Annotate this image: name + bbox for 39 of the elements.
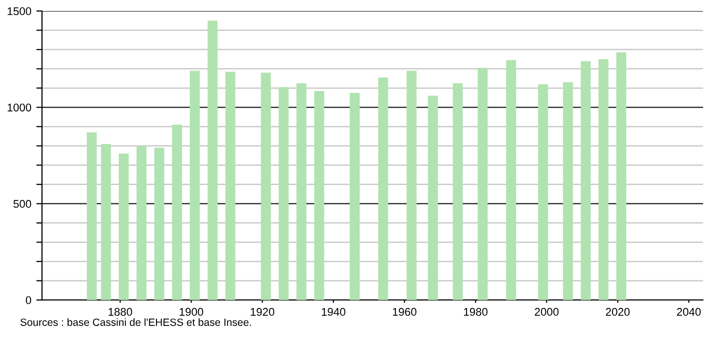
bar bbox=[616, 52, 626, 300]
bar bbox=[296, 83, 306, 300]
bar bbox=[118, 154, 129, 300]
y-tick-label: 0 bbox=[26, 296, 32, 304]
bar bbox=[208, 20, 218, 300]
x-tick-label: 2040 bbox=[676, 308, 701, 316]
x-tick-label: 1880 bbox=[108, 308, 132, 316]
bar bbox=[86, 132, 97, 300]
bar bbox=[478, 68, 488, 300]
x-tick-label: 1960 bbox=[392, 308, 416, 316]
x-tick-label: 2020 bbox=[606, 308, 630, 316]
bar bbox=[538, 84, 548, 300]
bar bbox=[154, 148, 164, 300]
source-note: Sources : base Cassini de l'EHESS et base Insee. bbox=[20, 318, 251, 326]
bar bbox=[580, 61, 591, 300]
bar bbox=[278, 87, 289, 300]
bar bbox=[406, 70, 417, 300]
bar bbox=[562, 82, 573, 300]
bar bbox=[136, 146, 146, 300]
bar bbox=[378, 77, 388, 300]
bar bbox=[506, 60, 516, 300]
bar bbox=[598, 59, 608, 300]
x-tick-label: 1920 bbox=[250, 308, 274, 316]
y-tick-label: 1500 bbox=[8, 7, 32, 16]
x-tick-label: 1900 bbox=[180, 308, 204, 316]
bar bbox=[260, 72, 271, 300]
y-tick-label: 500 bbox=[13, 200, 32, 208]
bar bbox=[190, 70, 200, 300]
bar bbox=[452, 83, 463, 300]
bar bbox=[428, 96, 438, 300]
x-tick-label: 2000 bbox=[534, 308, 559, 316]
x-tick-label: 1980 bbox=[464, 308, 488, 316]
bar bbox=[350, 92, 360, 300]
bar bbox=[172, 124, 182, 300]
bar bbox=[314, 90, 324, 300]
x-tick-label: 1940 bbox=[322, 308, 346, 316]
bar bbox=[225, 72, 236, 300]
y-tick-label: 1000 bbox=[8, 104, 32, 112]
bar bbox=[100, 144, 111, 300]
